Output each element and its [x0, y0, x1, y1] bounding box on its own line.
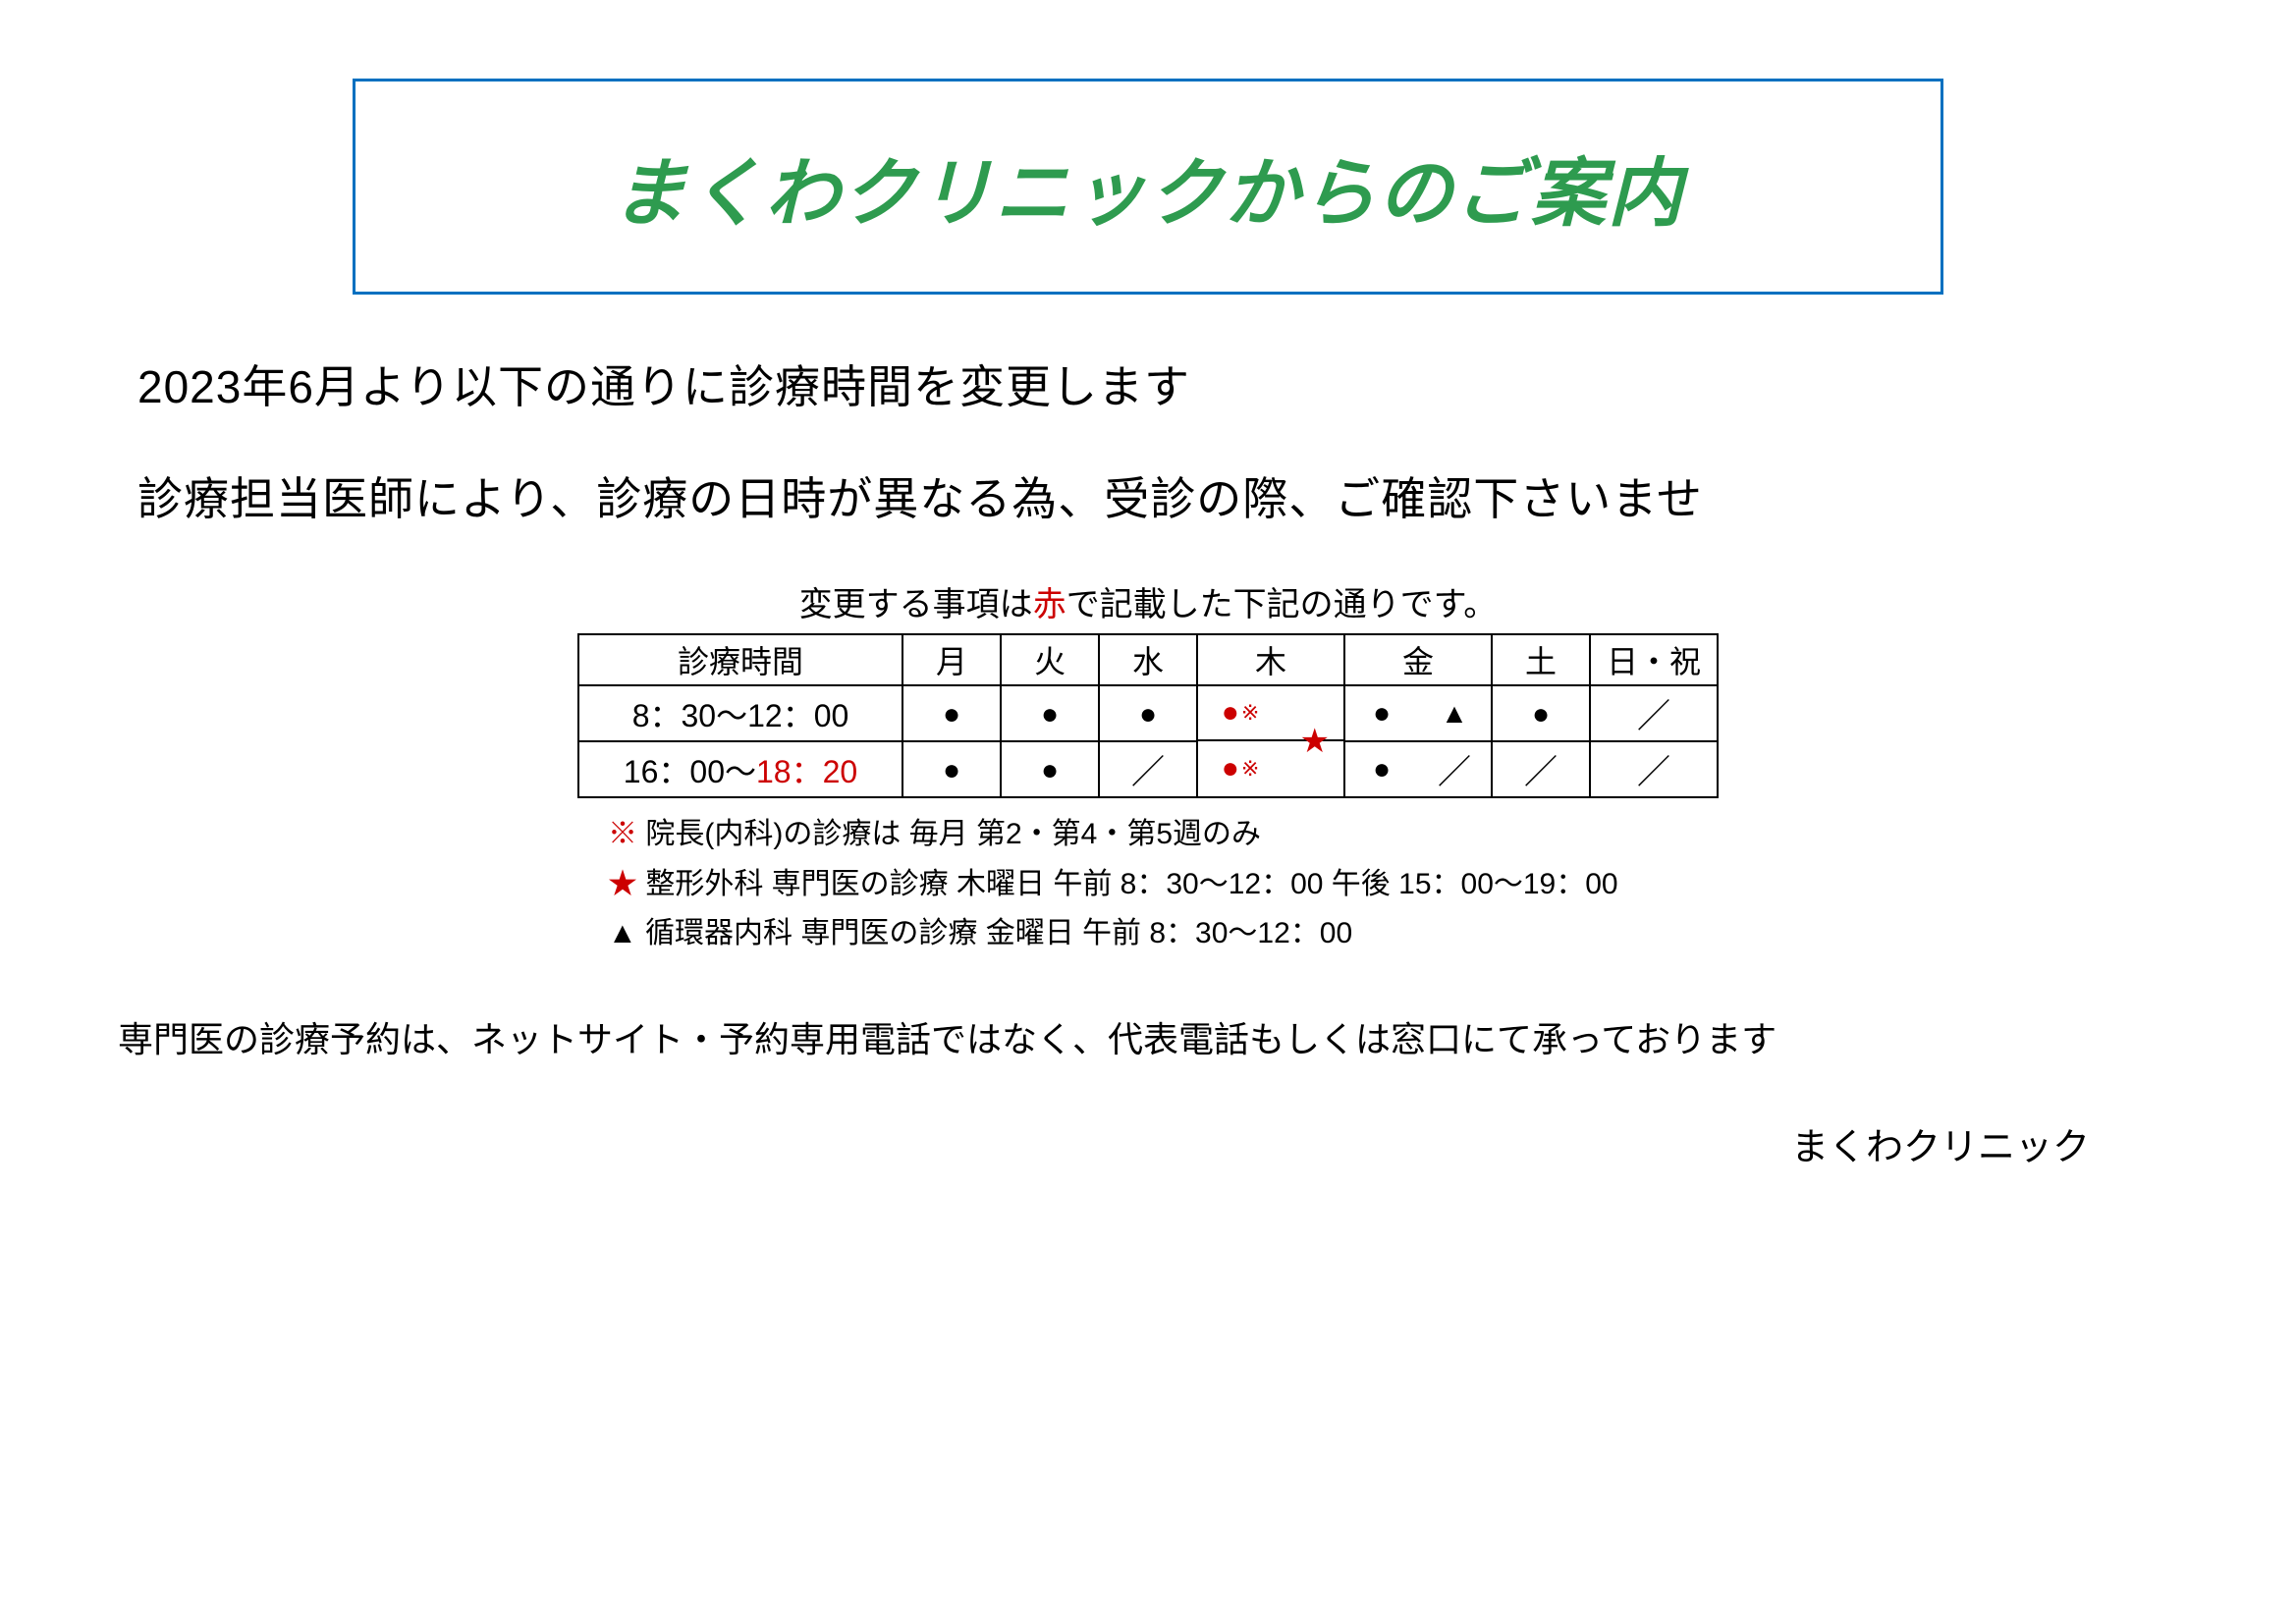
dot-icon: ● — [1041, 754, 1059, 786]
note-line-2: ★ 整形外科 専門医の診療 木曜日 午前 8：30～12：00 午後 15：00… — [608, 862, 1688, 908]
th-sun: 日・祝 — [1590, 634, 1718, 685]
table-row-pm: 16：00～18：20 ● ● ／ ● ／ ／ ／ — [578, 741, 1718, 797]
schedule-table-wrap: 診療時間 月 火 水 木 金 土 日・祝 8：30～12：00 ● ● ● ●※ — [88, 633, 2208, 798]
dot-icon: ● — [943, 754, 960, 786]
note-mark-icon: ※ — [1241, 700, 1259, 726]
caption-post: で記載した下記の通りです。 — [1066, 586, 1498, 623]
dot-icon: ● — [1041, 698, 1059, 731]
page-title: まくわクリニックからのご案内 — [612, 133, 1684, 241]
dot-icon: ● — [1139, 698, 1157, 731]
cell-am-thu-left: ●※ — [1198, 686, 1283, 739]
note-2-text: 整形外科 専門医の診療 木曜日 午前 8：30～12：00 午後 15：00～1… — [637, 868, 1618, 900]
star-icon: ★ — [1300, 722, 1330, 761]
cell-time-am: 8：30～12：00 — [578, 685, 902, 741]
dot-icon: ● — [943, 698, 960, 731]
th-wed: 水 — [1099, 634, 1197, 685]
footer-text: 専門医の診療予約は、ネットサイト・予約専用電話ではなく、代表電話もしくは窓口にて… — [118, 1011, 2178, 1062]
table-caption: 変更する事項は赤で記載した下記の通りです。 — [88, 577, 2208, 625]
slash-icon: ／ — [1637, 698, 1670, 735]
note-mark-symbol: ※ — [608, 818, 637, 850]
title-box: まくわクリニックからのご案内 — [353, 79, 1943, 295]
cell-am-sat: ● — [1492, 685, 1590, 741]
th-tue: 火 — [1001, 634, 1099, 685]
caption-red-word: 赤 — [1033, 586, 1066, 623]
intro-line-2: 診療担当医師により、診療の日時が異なる為、受診の際、ご確認下さいませ — [137, 465, 2159, 533]
clinic-signature: まくわクリニック — [88, 1116, 2090, 1170]
th-time: 診療時間 — [578, 634, 902, 685]
star-symbol: ★ — [608, 868, 637, 900]
notes-block: ※ 院長(内科)の診療は 毎月 第2・第4・第5週のみ ★ 整形外科 専門医の診… — [608, 812, 1688, 957]
cell-thu-merged: ●※ ●※ ★ — [1197, 685, 1344, 797]
cell-pm-mon: ● — [902, 741, 1001, 797]
caption-pre: 変更する事項は — [799, 586, 1033, 623]
note-line-3: ▲ 循環器内科 専門医の診療 金曜日 午前 8：30～12：00 — [608, 911, 1688, 957]
slash-icon: ／ — [1438, 745, 1471, 793]
cell-am-sun: ／ — [1590, 685, 1718, 741]
dot-icon: ● — [1532, 698, 1550, 731]
intro-line-1: 2023年6月より以下の通りに診療時間を変更します — [137, 353, 2159, 421]
note-mark-icon: ※ — [1241, 756, 1259, 782]
intro-section: 2023年6月より以下の通りに診療時間を変更します 診療担当医師により、診療の日… — [137, 353, 2159, 533]
cell-time-pm: 16：00～18：20 — [578, 741, 902, 797]
th-mon: 月 — [902, 634, 1001, 685]
note-1-text: 院長(内科)の診療は 毎月 第2・第4・第5週のみ — [637, 818, 1261, 850]
table-header-row: 診療時間 月 火 水 木 金 土 日・祝 — [578, 634, 1718, 685]
triangle-icon: ▲ — [1441, 698, 1468, 730]
cell-pm-wed: ／ — [1099, 741, 1197, 797]
slash-icon: ／ — [1524, 754, 1558, 791]
note-3-text: 循環器内科 専門医の診療 金曜日 午前 8：30～12：00 — [637, 917, 1352, 949]
cell-am-tue: ● — [1001, 685, 1099, 741]
cell-pm-thu-left: ●※ — [1198, 741, 1283, 796]
dot-icon: ● — [1373, 753, 1391, 786]
slash-icon: ／ — [1637, 754, 1670, 791]
cell-am-fri: ● ▲ — [1344, 685, 1492, 741]
schedule-table: 診療時間 月 火 水 木 金 土 日・祝 8：30～12：00 ● ● ● ●※ — [577, 633, 1719, 798]
th-thu: 木 — [1197, 634, 1344, 685]
dot-red-icon: ● — [1222, 696, 1239, 730]
table-row-am: 8：30～12：00 ● ● ● ●※ ●※ — [578, 685, 1718, 741]
cell-am-wed: ● — [1099, 685, 1197, 741]
th-fri: 金 — [1344, 634, 1492, 685]
th-sat: 土 — [1492, 634, 1590, 685]
time-pm-red: 18：20 — [756, 754, 857, 789]
triangle-symbol: ▲ — [608, 917, 637, 949]
dot-red-icon: ● — [1222, 752, 1239, 785]
cell-pm-sat: ／ — [1492, 741, 1590, 797]
cell-thu-star: ★ — [1283, 741, 1343, 796]
dot-icon: ● — [1373, 697, 1391, 731]
note-line-1: ※ 院長(内科)の診療は 毎月 第2・第4・第5週のみ — [608, 812, 1688, 858]
time-pm-prefix: 16：00～ — [624, 754, 756, 789]
cell-am-mon: ● — [902, 685, 1001, 741]
cell-pm-fri: ● ／ — [1344, 741, 1492, 797]
cell-pm-sun: ／ — [1590, 741, 1718, 797]
cell-pm-tue: ● — [1001, 741, 1099, 797]
slash-icon: ／ — [1131, 754, 1165, 791]
